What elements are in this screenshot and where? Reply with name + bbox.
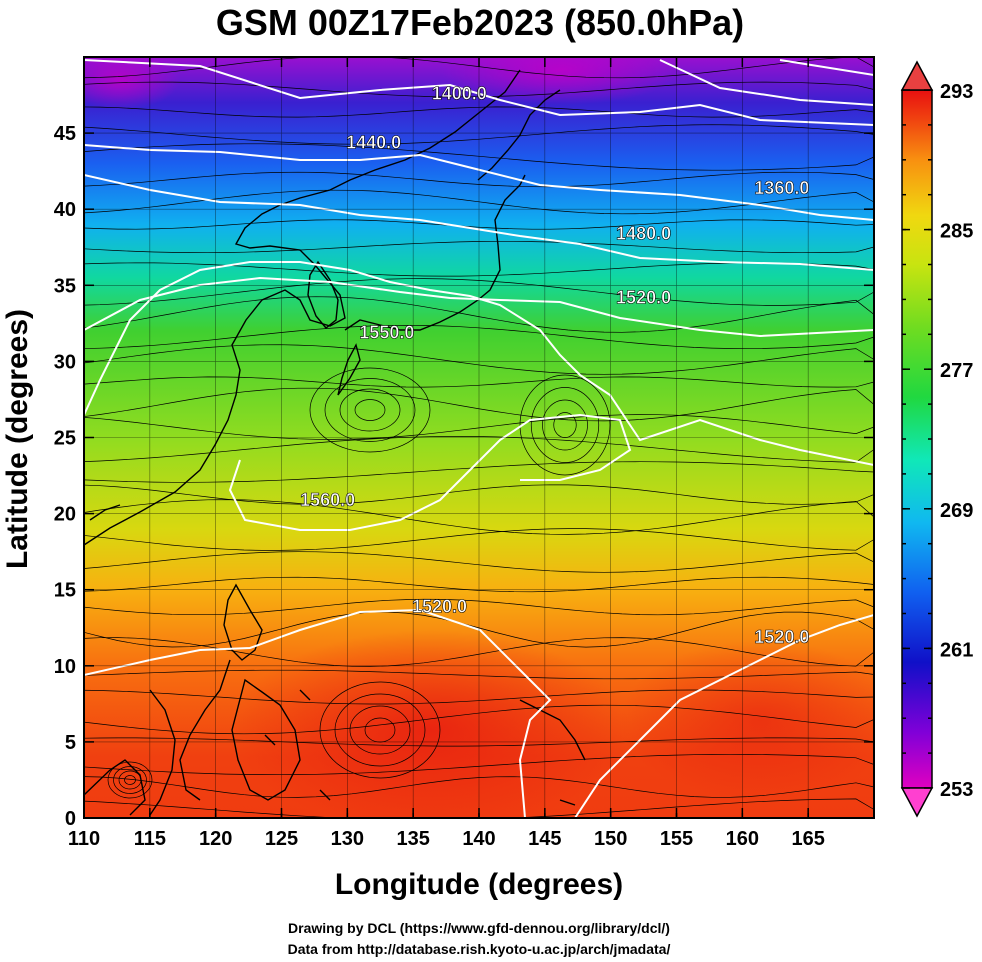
gridlines xyxy=(83,57,874,819)
y-tick-label: 0 xyxy=(65,808,76,830)
x-tick-label: 120 xyxy=(199,828,232,850)
contour-label: 1360.0 xyxy=(754,178,809,198)
colorbar-body xyxy=(901,89,933,789)
colorbar-label: 293 xyxy=(940,81,973,103)
y-tick-label: 40 xyxy=(54,199,76,221)
contour-label: 1440.0 xyxy=(346,132,401,152)
colorbar-max-arrow xyxy=(900,60,934,91)
x-axis-label: Longitude (degrees) xyxy=(334,868,624,901)
contour-label: 1520.0 xyxy=(754,627,809,647)
x-tick-label: 140 xyxy=(462,828,495,850)
colorbar-min-arrow xyxy=(900,787,934,818)
credit-drawing: Drawing by DCL (https://www.gfd-dennou.o… xyxy=(288,920,670,936)
y-tick-label: 15 xyxy=(54,580,76,602)
colorbar-label: 285 xyxy=(940,221,973,243)
x-tick-label: 160 xyxy=(726,828,759,850)
x-tick-labels: 110 115 120 125 130 135 140 145 150 155 160 165 xyxy=(68,828,825,850)
y-tick-labels: 0 5 10 15 20 25 30 35 40 45 xyxy=(54,123,76,830)
y-tick-label: 5 xyxy=(65,732,76,754)
geopotential-contours xyxy=(84,59,874,818)
y-axis-label: Latitude (degrees) xyxy=(1,308,34,570)
coastlines xyxy=(84,69,586,816)
temperature-field xyxy=(84,57,874,818)
x-tick-label: 150 xyxy=(594,828,627,850)
y-tick-label: 10 xyxy=(54,656,76,678)
x-tick-label: 135 xyxy=(396,828,429,850)
contour-label: 1520.0 xyxy=(616,288,671,308)
y-tick-label: 35 xyxy=(54,275,76,297)
contour-label: 1560.0 xyxy=(300,490,355,510)
contour-labels: 1400.0 1440.0 1360.0 1480.0 1520.0 1550.0 1560… xyxy=(300,83,810,647)
colorbar: 293 285 277 269 261 253 xyxy=(900,60,973,818)
x-tick-label: 155 xyxy=(660,828,693,850)
colorbar-label: 261 xyxy=(940,639,973,661)
colorbar-label: 253 xyxy=(940,779,973,801)
colorbar-label: 269 xyxy=(940,500,973,522)
y-tick-label: 30 xyxy=(54,351,76,373)
contour-label: 1520.0 xyxy=(412,597,467,617)
y-tick-label: 20 xyxy=(54,504,76,526)
x-tick-label: 165 xyxy=(791,828,824,850)
wind-streamlines xyxy=(84,57,874,818)
credit-data-source: Data from http://database.rish.kyoto-u.a… xyxy=(287,941,671,957)
contour-label: 1550.0 xyxy=(359,323,414,343)
chart-title: GSM 00Z17Feb2023 (850.0hPa) xyxy=(215,2,745,43)
contour-label: 1400.0 xyxy=(432,84,487,104)
x-tick-label: 125 xyxy=(265,828,298,850)
x-tick-label: 110 xyxy=(68,828,100,850)
colorbar-label: 277 xyxy=(940,360,973,382)
x-tick-label: 130 xyxy=(331,828,364,850)
contour-label: 1480.0 xyxy=(616,224,671,244)
axis-ticks xyxy=(83,57,874,819)
x-tick-label: 145 xyxy=(528,828,561,850)
x-tick-label: 115 xyxy=(134,828,166,850)
y-tick-label: 45 xyxy=(54,123,76,145)
y-tick-label: 25 xyxy=(54,428,76,450)
